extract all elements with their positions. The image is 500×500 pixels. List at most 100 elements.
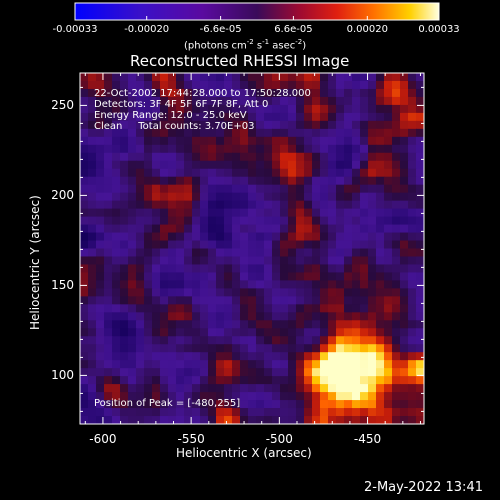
- heatmap-cell: [248, 96, 257, 106]
- heatmap-cell: [136, 248, 145, 258]
- heatmap-cell: [152, 184, 161, 194]
- heatmap-cell: [120, 96, 129, 106]
- heatmap-cell: [208, 112, 217, 122]
- colorbar-tick-label: 0.00020: [346, 24, 388, 35]
- heatmap-cell: [160, 104, 169, 114]
- heatmap-cell: [136, 112, 145, 122]
- heatmap-cell: [96, 344, 105, 353]
- heatmap-cell: [128, 216, 137, 226]
- heatmap-cell: [232, 160, 241, 170]
- heatmap-cell: [128, 120, 137, 130]
- heatmap-cell: [232, 168, 241, 178]
- heatmap-cell: [416, 376, 424, 385]
- heatmap-cell: [160, 360, 169, 369]
- heatmap-cell: [216, 80, 225, 90]
- heatmap-cell: [208, 320, 217, 329]
- heatmap-cell: [376, 304, 385, 313]
- heatmap-cell: [304, 400, 313, 409]
- heatmap-cell: [256, 240, 265, 250]
- heatmap-cell: [336, 160, 345, 170]
- heatmap-cell: [392, 416, 401, 424]
- heatmap-cell: [224, 344, 233, 353]
- heatmap-cell: [232, 184, 241, 194]
- heatmap-cell: [160, 344, 169, 353]
- heatmap-cell: [280, 240, 289, 250]
- heatmap-cell: [240, 368, 249, 377]
- heatmap-cell: [200, 384, 209, 393]
- heatmap-cell: [224, 368, 233, 377]
- heatmap-cell: [320, 232, 329, 242]
- heatmap-cell: [240, 288, 249, 297]
- heatmap-cell: [336, 240, 345, 250]
- heatmap-cell: [336, 176, 345, 186]
- x-tick-label: -450: [353, 432, 382, 446]
- heatmap-cell: [152, 288, 161, 297]
- heatmap-cell: [192, 288, 201, 297]
- y-tick-label: 200: [51, 188, 74, 203]
- heatmap-cell: [360, 216, 369, 226]
- heatmap-cell: [200, 184, 209, 194]
- heatmap-cell: [400, 328, 409, 337]
- heatmap-cell: [312, 216, 321, 226]
- heatmap-cell: [336, 408, 345, 417]
- heatmap-cell: [272, 400, 281, 409]
- heatmap-cell: [224, 80, 233, 90]
- heatmap-cell: [96, 112, 105, 122]
- heatmap-cell: [96, 336, 105, 345]
- heatmap-cell: [80, 112, 89, 122]
- heatmap-cell: [320, 344, 329, 353]
- heatmap-cell: [400, 360, 409, 369]
- heatmap-cell: [192, 104, 201, 114]
- heatmap-cell: [248, 200, 257, 210]
- heatmap-cell: [152, 264, 161, 274]
- heatmap-cell: [280, 144, 289, 154]
- heatmap-cell: [304, 88, 313, 98]
- heatmap-cell: [232, 88, 241, 98]
- heatmap-cell: [320, 328, 329, 337]
- heatmap-cell: [344, 73, 353, 82]
- heatmap-cell: [360, 336, 369, 345]
- heatmap-cell: [200, 304, 209, 313]
- heatmap-cell: [280, 232, 289, 242]
- heatmap-cell: [360, 272, 369, 282]
- heatmap-cell: [320, 73, 329, 82]
- heatmap-cell: [88, 248, 97, 258]
- heatmap-cell: [264, 136, 273, 146]
- heatmap-cell: [224, 168, 233, 178]
- heatmap-cell: [304, 272, 313, 282]
- heatmap-cell: [328, 96, 337, 106]
- heatmap-cell: [416, 384, 424, 393]
- heatmap-cell: [128, 144, 137, 154]
- heatmap-cell: [336, 272, 345, 282]
- heatmap-cell: [240, 168, 249, 178]
- heatmap-cell: [200, 88, 209, 98]
- heatmap-cell: [240, 400, 249, 409]
- heatmap-cell: [320, 216, 329, 226]
- heatmap-cell: [360, 120, 369, 130]
- heatmap-cell: [344, 88, 353, 98]
- heatmap-cell: [104, 320, 113, 329]
- heatmap-cell: [336, 256, 345, 266]
- heatmap-cell: [384, 304, 393, 313]
- heatmap-cell: [176, 128, 185, 138]
- heatmap-cell: [384, 192, 393, 202]
- heatmap-cell: [192, 128, 201, 138]
- heatmap-cell: [232, 152, 241, 162]
- heatmap-cell: [368, 96, 377, 106]
- heatmap-cell: [240, 328, 249, 337]
- heatmap-cell: [200, 296, 209, 305]
- heatmap-cell: [272, 232, 281, 242]
- heatmap-cell: [328, 416, 337, 424]
- heatmap-cell: [152, 88, 161, 98]
- heatmap-cell: [320, 208, 329, 218]
- heatmap-cell: [120, 112, 129, 122]
- heatmap-cell: [384, 144, 393, 154]
- heatmap-cell: [320, 176, 329, 186]
- heatmap-cell: [216, 224, 225, 234]
- heatmap-cell: [224, 120, 233, 130]
- heatmap-cell: [296, 144, 305, 154]
- heatmap-cell: [400, 200, 409, 210]
- heatmap-cell: [128, 368, 137, 377]
- heatmap-cell: [392, 96, 401, 106]
- heatmap-cell: [280, 336, 289, 345]
